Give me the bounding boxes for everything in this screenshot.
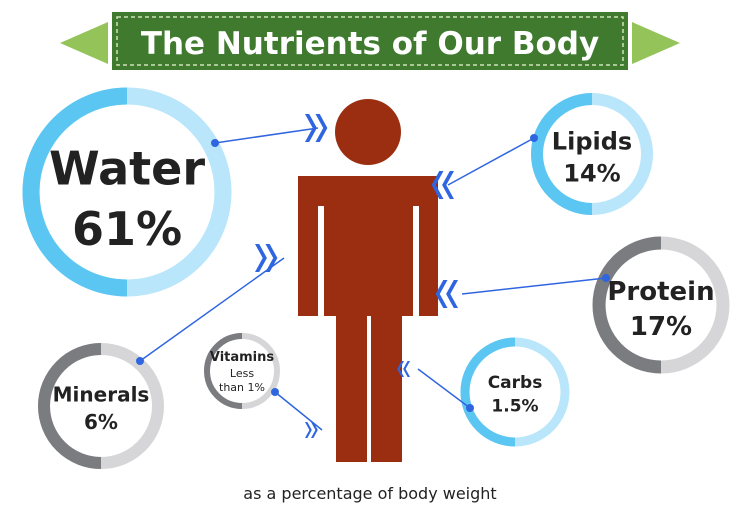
ring-vitamins: Vitamins Less than 1%: [204, 333, 280, 409]
ring-lipids: Lipids 14%: [531, 93, 653, 215]
connectors: [136, 114, 610, 438]
connector-minerals: [136, 244, 285, 365]
banner-right-tab: [632, 22, 680, 64]
ring-vitamins-value: Less than 1%: [219, 367, 265, 394]
ring-vitamins-label: Vitamins: [210, 350, 275, 365]
ring-water-label: Water: [49, 141, 205, 195]
connector-vitamins-line: [274, 391, 323, 431]
figure-left-leg: [336, 312, 367, 462]
banner-left-tab: [60, 22, 108, 64]
nutrient-rings: Water 61% Lipids 14% Protein 17% Minerals 6% Vit…: [22, 87, 730, 469]
ring-protein: Protein 17%: [592, 236, 730, 374]
ring-water-value: 61%: [72, 202, 182, 256]
ring-water-arc: [22, 87, 128, 297]
chevron-lipids-chevron: [431, 171, 444, 199]
chevron-lipids-chevron: [442, 171, 454, 199]
chevron-protein-chevron: [435, 280, 448, 308]
ring-minerals-label: Minerals: [53, 382, 150, 406]
chevron-vitamins-chevron: [305, 422, 312, 438]
ring-lipids-value: 14%: [563, 160, 620, 188]
chevron-water: [305, 114, 328, 142]
title-banner: The Nutrients of Our Body: [60, 12, 680, 70]
chevron-water-chevron: [315, 114, 328, 142]
connector-carbs: [397, 361, 474, 412]
connector-lipids-line: [447, 137, 535, 186]
chevron-minerals-chevron: [265, 244, 278, 272]
connector-protein-line: [461, 277, 607, 295]
ring-protein-arc: [592, 236, 662, 374]
chevron-carbs-chevron: [403, 361, 410, 377]
connector-minerals-dot: [136, 357, 144, 365]
chevron-vitamins-chevron: [311, 422, 318, 438]
connector-water: [211, 114, 328, 147]
figure-right-arm-gap: [413, 206, 419, 318]
chevron-protein: [435, 280, 458, 308]
connector-protein: [435, 274, 610, 308]
ring-protein-value: 17%: [630, 312, 692, 342]
ring-carbs-arc: [460, 337, 516, 447]
ring-minerals-value: 6%: [84, 410, 118, 434]
figure-right-leg: [371, 312, 402, 462]
ring-carbs: Carbs 1.5%: [460, 337, 570, 447]
banner-ribbon: [112, 12, 628, 70]
chevron-minerals: [255, 244, 278, 272]
ring-protein-label: Protein: [607, 277, 714, 307]
page-title: The Nutrients of Our Body: [141, 26, 599, 62]
ring-vitamins-arc: [204, 333, 243, 409]
chevron-protein-chevron: [446, 280, 458, 308]
connector-lipids-dot: [530, 134, 538, 142]
figure-left-arm-gap: [318, 206, 324, 318]
chevron-carbs: [397, 361, 410, 377]
footnote: as a percentage of body weight: [243, 484, 497, 503]
chevron-minerals-chevron: [255, 244, 267, 272]
connector-water-dot: [211, 139, 219, 147]
connector-carbs-line: [417, 368, 471, 409]
ring-minerals-arc: [38, 343, 102, 469]
banner-stitching: [116, 16, 624, 66]
ring-carbs-label: Carbs: [488, 373, 543, 393]
ring-lipids-arc: [531, 93, 593, 215]
human-figure: [298, 99, 438, 462]
ring-carbs-value: 1.5%: [491, 397, 538, 417]
chevron-carbs-chevron: [397, 361, 404, 377]
connector-protein-dot: [602, 274, 610, 282]
figure-head: [335, 99, 401, 165]
connector-vitamins: [271, 388, 323, 438]
connector-carbs-dot: [466, 404, 474, 412]
connector-water-line: [214, 127, 319, 144]
connector-minerals-line: [139, 257, 285, 362]
ring-lipids-label: Lipids: [552, 128, 632, 156]
connector-lipids: [431, 134, 538, 199]
ring-water: Water 61%: [22, 87, 232, 297]
chevron-lipids: [431, 171, 454, 199]
chevron-vitamins: [305, 422, 318, 438]
connector-vitamins-dot: [271, 388, 279, 396]
ring-minerals: Minerals 6%: [38, 343, 164, 469]
chevron-water-chevron: [305, 114, 317, 142]
